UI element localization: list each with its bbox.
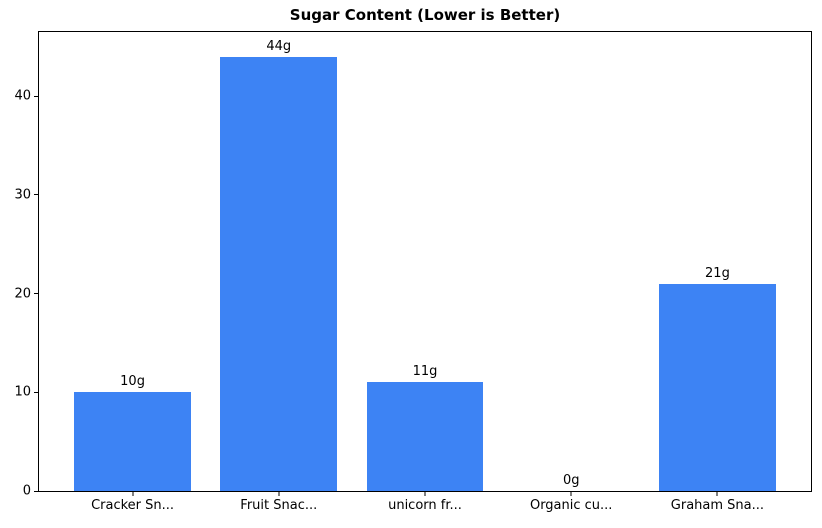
y-axis-tick-label: 40 [14,88,31,104]
bar [366,382,484,491]
bar-value-label: 10g [120,374,145,390]
x-axis-tick [716,492,718,496]
x-axis-tick-label: unicorn fr... [388,498,462,513]
bar [74,392,192,491]
x-axis-tick [424,492,426,496]
x-axis-tick [570,492,572,496]
bar-value-label: 0g [562,473,580,488]
bar-value-label: 21g [705,265,730,281]
y-axis-tick [34,194,38,196]
bar-value-label: 44g [266,38,292,54]
y-axis-tick-label: 30 [14,187,31,203]
bar-value-label: 11g [412,364,438,380]
y-axis-tick [34,490,38,492]
chart-title: Sugar Content (Lower is Better) [289,6,561,24]
x-axis-tick-label: Organic cu... [529,498,613,513]
x-axis-tick-label: Fruit Snac... [240,498,318,513]
x-axis-tick [132,492,134,496]
bar [220,56,338,491]
y-axis-tick [34,95,38,97]
y-axis-tick [34,293,38,295]
x-axis-tick-label: Graham Sna... [670,498,765,513]
plot-area: 10g Cracker Sn... 44g Fruit Snac... 11g unico… [14,31,812,512]
y-axis-tick-label: 20 [14,286,31,302]
y-axis-tick [34,391,38,393]
bar [658,283,776,491]
x-axis-tick-label: Cracker Sn... [91,498,175,513]
y-axis-tick-label: 0 [22,483,31,499]
y-axis-tick-label: 10 [14,384,31,400]
x-axis-tick [278,492,280,496]
